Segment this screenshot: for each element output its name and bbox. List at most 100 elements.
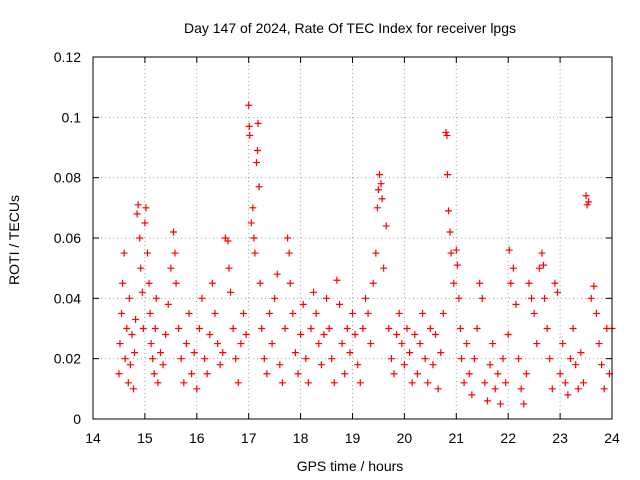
data-point (133, 210, 141, 218)
data-point (254, 147, 262, 155)
data-point (145, 279, 153, 287)
data-point (452, 246, 460, 254)
data-point (291, 349, 299, 357)
data-point (203, 370, 211, 378)
data-point (258, 325, 266, 332)
data-point (338, 340, 346, 348)
data-point (356, 379, 364, 387)
y-axis-label: ROTI / TECUs (6, 195, 22, 285)
data-point (299, 300, 307, 308)
data-point (137, 264, 145, 272)
data-point (450, 279, 458, 287)
x-tick-label: 21 (449, 430, 465, 446)
data-point (406, 349, 414, 357)
data-point (341, 370, 349, 378)
data-point (171, 249, 179, 257)
data-point (310, 288, 318, 296)
data-point (533, 340, 541, 348)
data-point (260, 355, 268, 363)
data-point (119, 279, 127, 287)
data-point (190, 349, 198, 357)
data-point (416, 340, 424, 348)
x-tick-label: 15 (137, 430, 153, 446)
y-tick-label: 0.08 (54, 170, 81, 186)
data-point (489, 340, 497, 348)
data-point (185, 309, 193, 317)
data-point (225, 264, 233, 272)
data-point (304, 379, 312, 387)
data-point (263, 370, 271, 378)
data-point (232, 355, 240, 363)
data-point (528, 294, 536, 302)
data-point (515, 355, 523, 363)
data-point (364, 309, 372, 317)
data-point (129, 385, 137, 393)
data-point (564, 391, 572, 399)
data-point (278, 379, 286, 387)
data-point (517, 385, 525, 393)
data-point (138, 288, 146, 296)
x-axis-label: GPS time / hours (297, 458, 404, 474)
data-point (123, 325, 131, 332)
data-point (126, 361, 134, 369)
data-point (162, 331, 170, 339)
data-point (587, 294, 595, 302)
data-point (600, 385, 608, 393)
data-point (569, 325, 577, 332)
data-point (132, 315, 140, 323)
data-point (320, 331, 328, 339)
data-point (118, 309, 126, 317)
data-point (377, 180, 385, 188)
data-point (240, 309, 248, 317)
data-point (128, 331, 136, 339)
axis-ticks (92, 56, 613, 420)
data-point (424, 379, 432, 387)
data-point (522, 370, 530, 378)
data-point (543, 325, 551, 332)
data-point (525, 279, 533, 287)
data-point (574, 385, 582, 393)
data-point (325, 325, 333, 332)
data-point (442, 128, 450, 136)
x-tick-label: 16 (189, 430, 205, 446)
data-point (413, 370, 421, 378)
data-point (378, 195, 386, 203)
data-point (206, 331, 214, 339)
data-point (447, 249, 455, 257)
data-point (502, 379, 510, 387)
data-point (507, 279, 515, 287)
data-point (343, 325, 351, 332)
data-point (554, 288, 562, 296)
data-point (592, 309, 600, 317)
data-point (141, 219, 149, 227)
data-point (426, 325, 434, 332)
data-point (439, 309, 447, 317)
data-point (499, 355, 507, 363)
data-point (456, 325, 464, 332)
x-tick-label: 22 (500, 430, 516, 446)
data-point (152, 294, 160, 302)
data-point (151, 325, 159, 332)
data-point (234, 379, 242, 387)
data-point (164, 300, 172, 308)
data-point (219, 349, 227, 357)
data-point (276, 361, 284, 369)
data-point (121, 355, 129, 363)
data-point (395, 309, 403, 317)
data-point (136, 234, 144, 242)
data-point (443, 171, 451, 179)
data-point (446, 228, 454, 236)
data-point (590, 282, 598, 290)
data-point (390, 370, 398, 378)
data-point (149, 355, 157, 363)
data-point (411, 331, 419, 339)
data-point (494, 370, 502, 378)
data-point (398, 340, 406, 348)
data-point (496, 400, 504, 408)
data-point (582, 192, 590, 200)
data-point (146, 309, 154, 317)
data-point (359, 325, 367, 332)
data-point (333, 276, 341, 284)
data-point (172, 279, 180, 287)
y-tick-label: 0.1 (62, 109, 82, 125)
